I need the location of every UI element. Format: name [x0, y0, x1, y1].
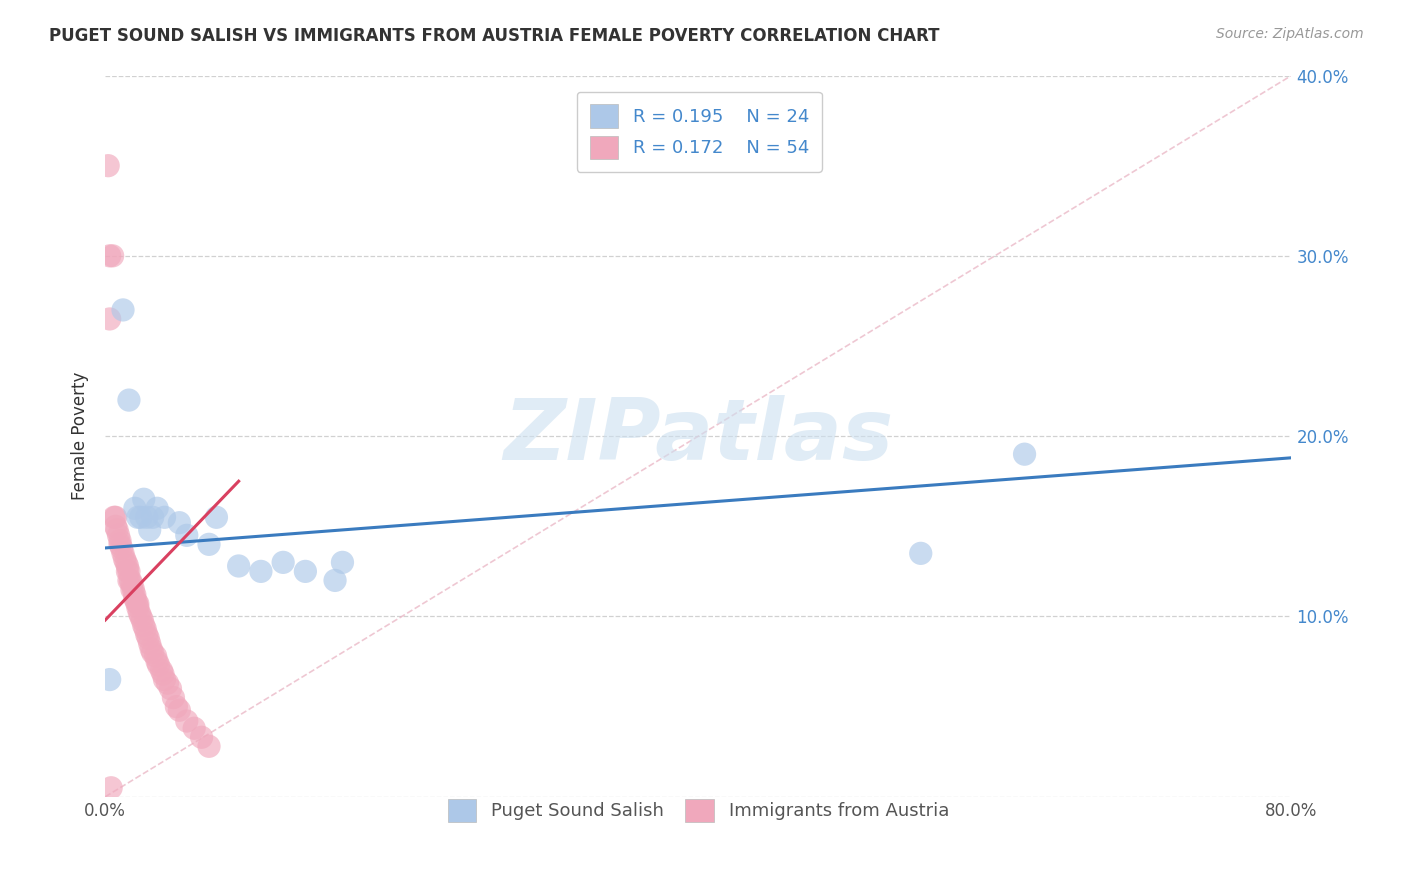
Point	[156, 676, 179, 690]
Point	[98, 249, 121, 263]
Point	[150, 664, 173, 678]
Point	[115, 555, 138, 569]
Point	[323, 574, 346, 588]
Legend: Puget Sound Salish, Immigrants from Austria: Puget Sound Salish, Immigrants from Aust…	[434, 786, 962, 835]
Point	[198, 537, 221, 551]
Point	[117, 565, 139, 579]
Point	[105, 523, 128, 537]
Point	[162, 690, 184, 705]
Point	[98, 312, 121, 326]
Point	[111, 546, 134, 560]
Point	[121, 577, 143, 591]
Point	[176, 528, 198, 542]
Point	[183, 721, 205, 735]
Point	[198, 739, 221, 754]
Point	[153, 673, 176, 687]
Point	[332, 555, 354, 569]
Point	[104, 510, 127, 524]
Point	[142, 510, 165, 524]
Point	[131, 613, 153, 627]
Point	[108, 533, 131, 548]
Point	[146, 501, 169, 516]
Point	[250, 565, 273, 579]
Point	[127, 600, 149, 615]
Point	[104, 519, 127, 533]
Point	[134, 622, 156, 636]
Point	[135, 627, 157, 641]
Point	[146, 655, 169, 669]
Point	[132, 492, 155, 507]
Point	[124, 501, 146, 516]
Y-axis label: Female Poverty: Female Poverty	[72, 372, 89, 500]
Point	[152, 667, 174, 681]
Point	[228, 559, 250, 574]
Point	[118, 393, 141, 408]
Point	[138, 523, 160, 537]
Point	[125, 595, 148, 609]
Text: Source: ZipAtlas.com: Source: ZipAtlas.com	[1216, 27, 1364, 41]
Point	[124, 591, 146, 606]
Point	[101, 249, 124, 263]
Point	[271, 555, 294, 569]
Point	[132, 618, 155, 632]
Point	[169, 516, 191, 530]
Point	[103, 510, 125, 524]
Point	[190, 731, 212, 745]
Point	[128, 606, 150, 620]
Point	[145, 649, 167, 664]
Point	[110, 541, 132, 555]
Point	[1014, 447, 1036, 461]
Point	[176, 714, 198, 728]
Point	[127, 597, 149, 611]
Point	[159, 681, 181, 696]
Point	[111, 302, 134, 317]
Point	[107, 528, 129, 542]
Point	[910, 546, 932, 560]
Point	[165, 699, 187, 714]
Point	[129, 510, 152, 524]
Point	[121, 582, 143, 597]
Point	[100, 780, 122, 795]
Point	[98, 673, 121, 687]
Point	[129, 609, 152, 624]
Text: ZIPatlas: ZIPatlas	[503, 394, 893, 477]
Point	[124, 588, 146, 602]
Point	[118, 574, 141, 588]
Text: PUGET SOUND SALISH VS IMMIGRANTS FROM AUSTRIA FEMALE POVERTY CORRELATION CHART: PUGET SOUND SALISH VS IMMIGRANTS FROM AU…	[49, 27, 939, 45]
Point	[148, 658, 170, 673]
Point	[138, 636, 160, 650]
Point	[118, 565, 141, 579]
Point	[117, 559, 139, 574]
Point	[135, 510, 157, 524]
Point	[120, 574, 142, 588]
Point	[142, 646, 165, 660]
Point	[205, 510, 228, 524]
Point	[122, 582, 145, 597]
Point	[136, 631, 159, 645]
Point	[169, 703, 191, 717]
Point	[141, 641, 163, 656]
Point	[97, 159, 120, 173]
Point	[294, 565, 316, 579]
Point	[153, 510, 176, 524]
Point	[114, 551, 136, 566]
Point	[127, 510, 149, 524]
Point	[108, 537, 131, 551]
